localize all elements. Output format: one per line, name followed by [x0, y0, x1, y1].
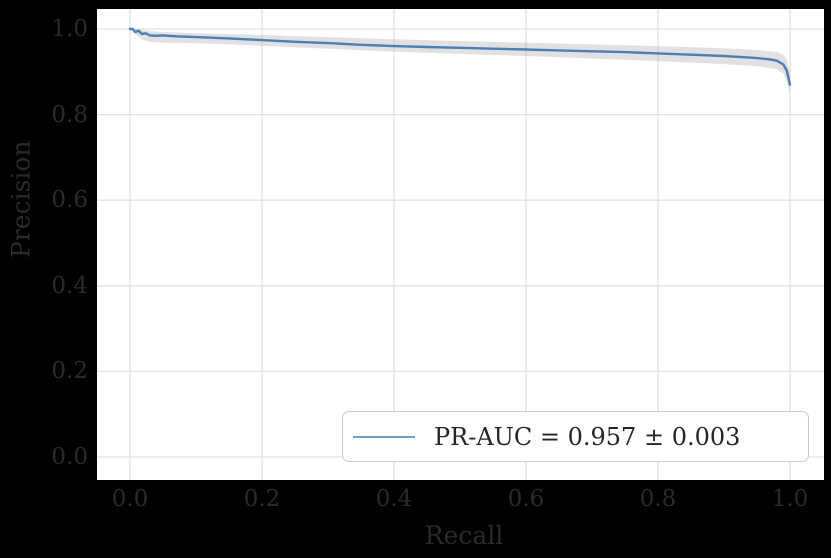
y-tick-label: 0.8: [51, 101, 88, 128]
x-tick-label: 0.6: [507, 486, 545, 512]
x-tick-label: 0.0: [111, 486, 149, 512]
legend: PR-AUC = 0.957 ± 0.003: [342, 411, 809, 462]
y-tick-label: 0.6: [51, 187, 88, 214]
y-axis-label: Precision: [6, 140, 36, 258]
x-tick-label: 0.4: [375, 486, 413, 512]
legend-label: PR-AUC = 0.957 ± 0.003: [434, 422, 741, 451]
y-tick-label: 1.0: [51, 16, 88, 42]
x-tick-label: 0.8: [639, 486, 677, 512]
y-tick-label: 0.2: [51, 358, 88, 385]
y-tick-label: 0.0: [51, 444, 88, 470]
x-tick-label: 1.0: [771, 486, 809, 512]
confidence-band: [130, 29, 790, 94]
legend-line-sample: [353, 435, 415, 438]
x-axis-label: Recall: [424, 521, 504, 550]
x-tick-label: 0.2: [243, 486, 281, 512]
y-tick-label: 0.4: [51, 272, 88, 299]
plot-area: [97, 9, 824, 480]
pr-curve-chart: [97, 9, 824, 480]
pr-curve-line: [128, 27, 792, 86]
